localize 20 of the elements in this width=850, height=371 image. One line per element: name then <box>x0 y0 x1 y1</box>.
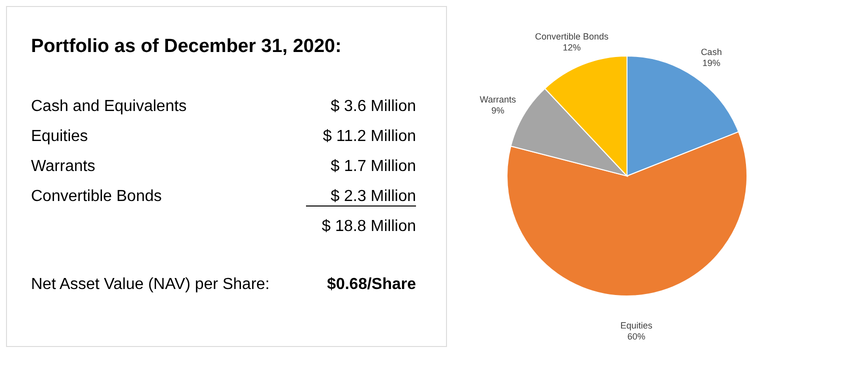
text: Net Asset Value (NAV) per Share: <box>31 276 270 293</box>
text: $ 2.3 Million <box>330 188 416 205</box>
text: $ 1.7 Million <box>330 158 416 175</box>
slice-label: Equities <box>620 320 653 331</box>
text: $0.68/Share <box>327 276 416 293</box>
text: Portfolio as of December 31, 2020: <box>31 36 342 57</box>
text: Warrants <box>31 158 96 175</box>
text: $ 3.6 Million <box>330 98 416 115</box>
data-label: 12% <box>562 42 581 53</box>
text: $ 11.2 Million <box>322 128 416 145</box>
data-label: 9% <box>491 106 504 116</box>
slice-label: Cash <box>700 46 722 57</box>
data-label: 19% <box>702 58 720 68</box>
text: Cash and Equivalents <box>31 98 187 115</box>
text: Convertible Bonds <box>31 188 162 205</box>
text: Equities <box>31 128 88 145</box>
data-label: 60% <box>627 332 646 342</box>
slice-label: Warrants <box>480 94 516 105</box>
slice-label: Convertible Bonds <box>535 32 610 42</box>
text: $ 18.8 Million <box>322 218 416 235</box>
